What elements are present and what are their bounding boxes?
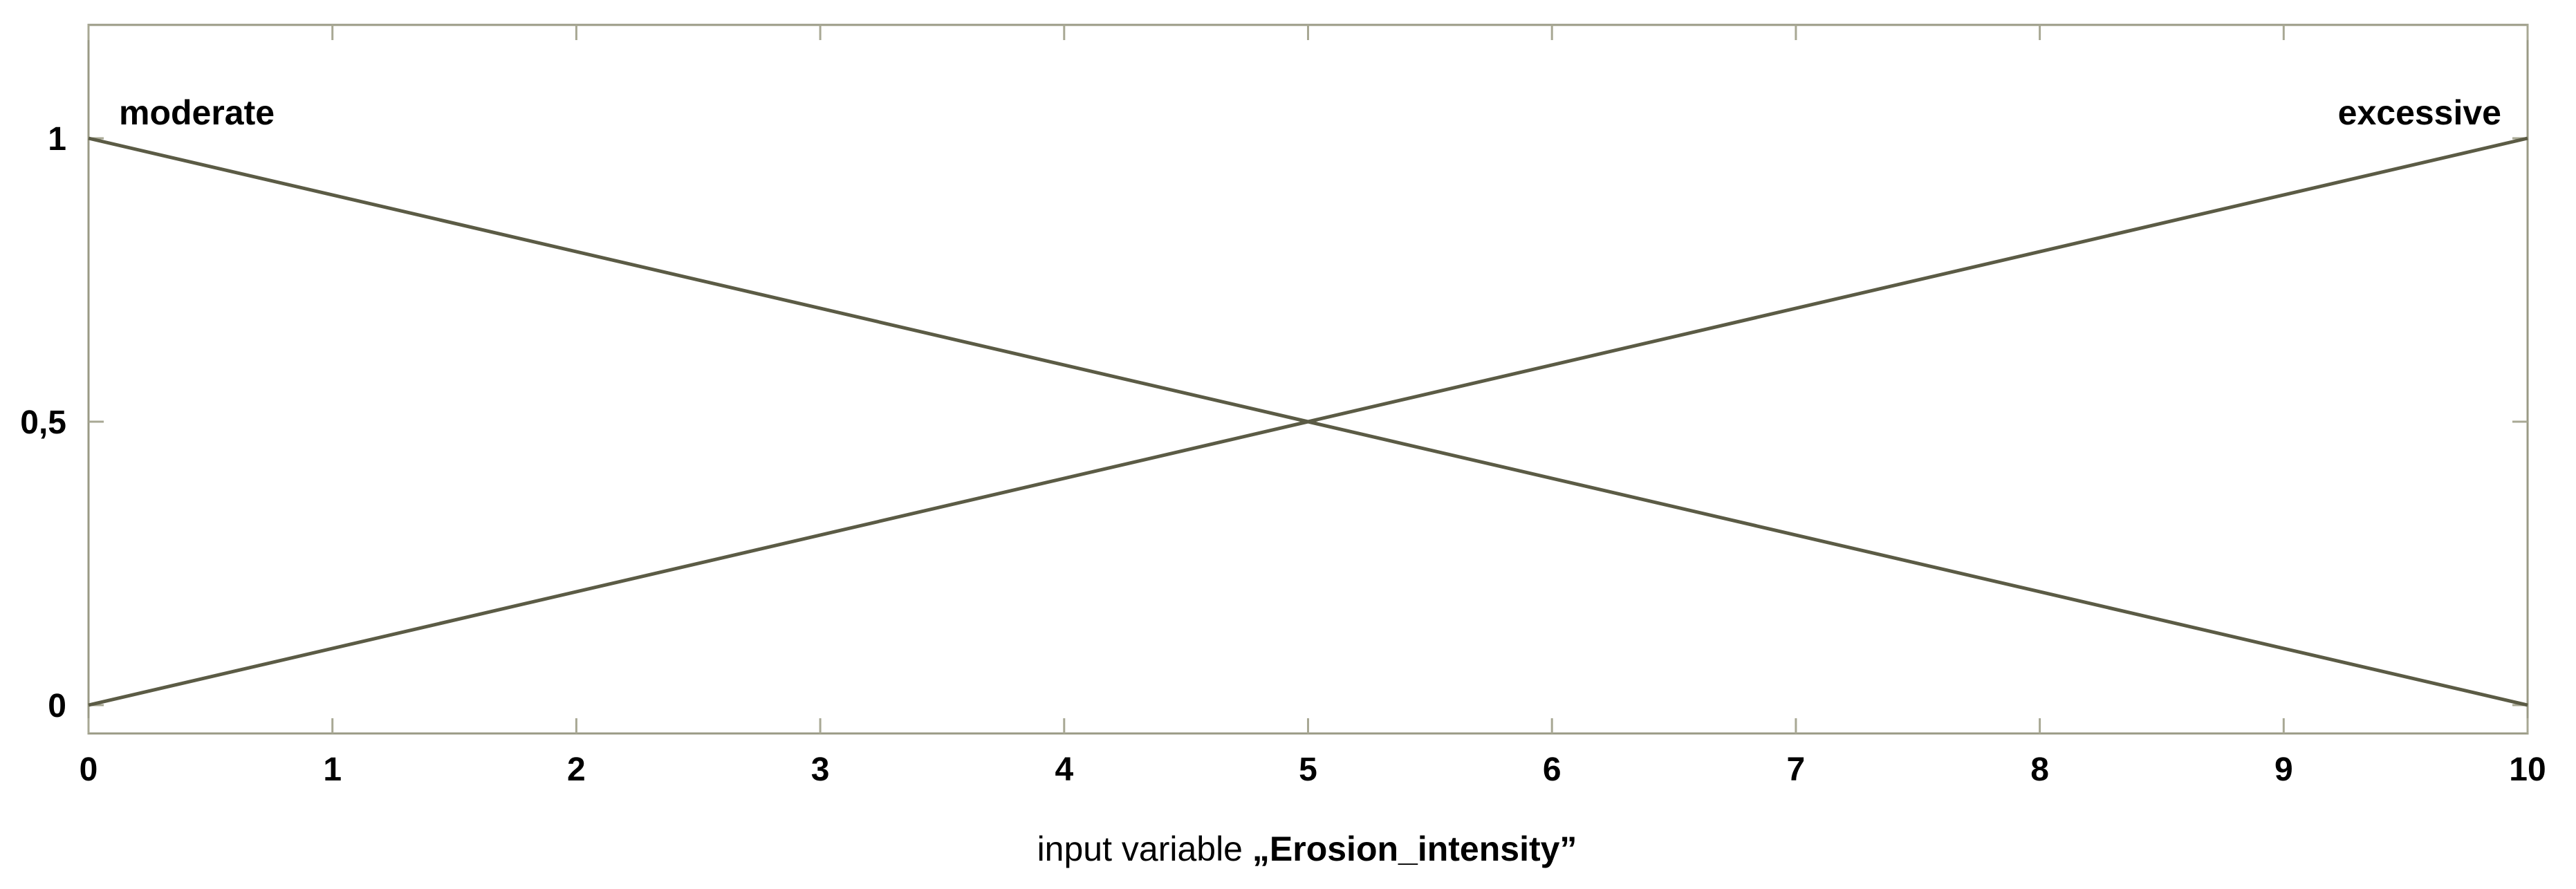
x-axis-label-prefix: input variable xyxy=(1037,830,1252,868)
x-tick-label: 5 xyxy=(1299,751,1317,788)
x-tick-label: 2 xyxy=(567,751,586,788)
x-axis-label: input variable „Erosion_intensity” xyxy=(1037,830,1577,868)
x-axis-label-variable: „Erosion_intensity” xyxy=(1252,830,1577,868)
x-tick-label: 7 xyxy=(1787,751,1806,788)
series-line-excessive xyxy=(88,136,2528,707)
y-axis-tick-labels: 00,51 xyxy=(20,121,66,724)
x-tick-label: 6 xyxy=(1543,751,1562,788)
series-label-moderate: moderate xyxy=(119,93,275,132)
x-tick-label: 9 xyxy=(2274,751,2293,788)
x-tick-label: 3 xyxy=(811,751,830,788)
series-label-excessive: excessive xyxy=(2338,93,2501,132)
x-tick-label: 4 xyxy=(1055,751,1073,788)
y-tick-label: 0 xyxy=(48,688,66,724)
series-lines xyxy=(88,136,2528,707)
x-axis-tick-labels: 0 1 2 3 4 5 6 7 8 9 10 xyxy=(80,751,2546,788)
x-tick-label: 0 xyxy=(80,751,98,788)
x-tick-label: 10 xyxy=(2509,751,2546,788)
y-tick-label: 0,5 xyxy=(20,404,66,441)
y-tick-label: 1 xyxy=(48,121,66,158)
x-axis-ticks xyxy=(87,25,2529,733)
plot-frame xyxy=(87,24,2529,735)
x-tick-label: 8 xyxy=(2030,751,2049,788)
x-tick-label: 1 xyxy=(323,751,342,788)
